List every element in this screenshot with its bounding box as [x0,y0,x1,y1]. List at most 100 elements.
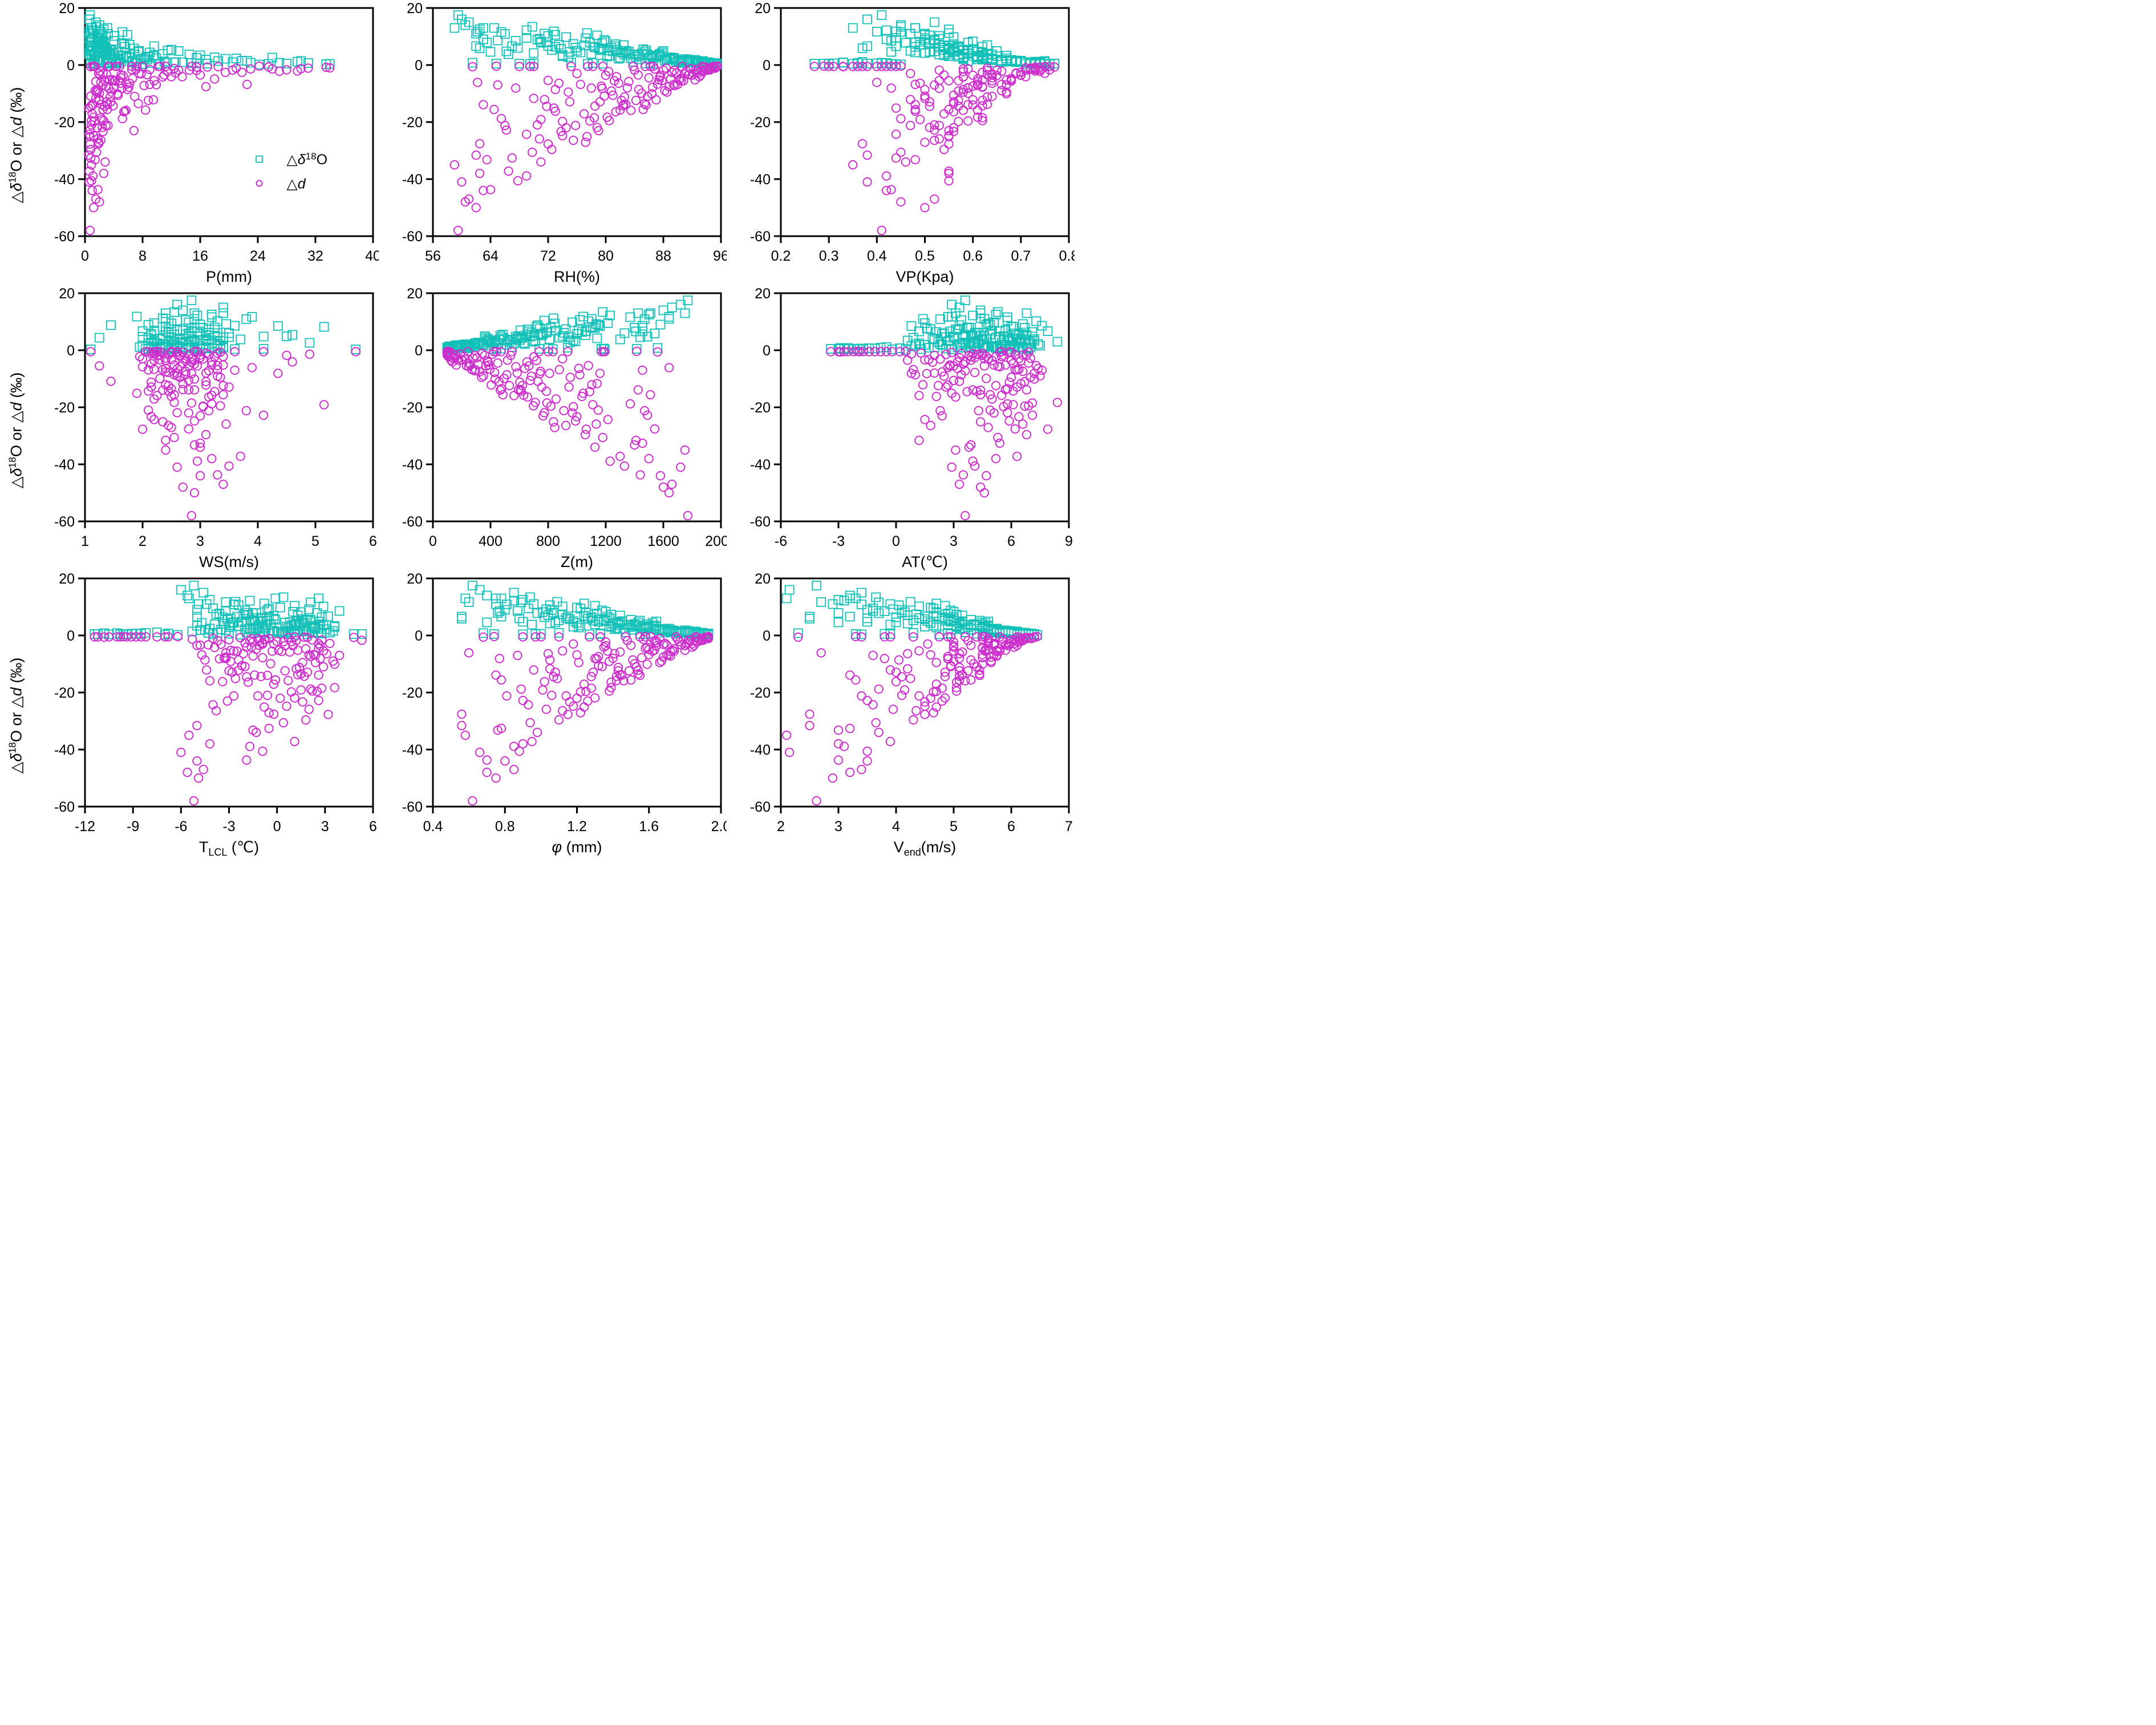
deltad-point [978,634,987,645]
delta18O-point [978,55,987,64]
delta18O-point [542,327,552,337]
delta18O-point [184,593,194,604]
deltad-point [929,708,938,718]
deltad-point [593,405,603,415]
deltad-point [542,102,552,111]
deltad-point [155,374,165,383]
deltad-point [293,66,302,76]
delta18O-point [192,605,202,615]
deltad-point [930,194,939,204]
deltad-point [159,70,169,80]
deltad-point [939,144,949,155]
delta18O-point [275,602,285,613]
deltad-point [137,354,148,364]
delta18O-point [576,47,586,58]
deltad-point [551,394,561,404]
delta18O-point [935,314,945,324]
deltad-point [237,67,247,78]
delta18O-point [645,308,655,318]
deltad-point [857,62,868,71]
delta18O-point [330,621,340,631]
delta18O-point [1035,341,1045,351]
delta18O-point [611,39,621,49]
y-tick-label: -20 [402,400,423,416]
delta18O-point [1023,344,1034,354]
deltad-point [85,139,95,149]
deltad-point [833,755,844,765]
deltad-point [605,456,615,466]
y-axis-ticks: 200-20-40-60 [54,2,85,245]
deltad-point [944,76,954,86]
deltad-point [598,432,607,443]
delta18O-point [530,629,541,639]
delta18O-point [905,597,915,607]
y-tick-label: -40 [402,172,423,188]
deltad-point [221,419,231,429]
deltad-point [946,632,956,642]
deltad-point [1052,398,1062,407]
deltad-point [896,147,906,157]
delta18O-point [449,23,460,33]
deltad-point [655,71,666,80]
delta18O-point [637,622,647,633]
deltad-point [1002,75,1011,85]
deltad-point [862,150,872,160]
deltad-point [676,74,686,83]
deltad-point [96,113,106,123]
delta18O-point [237,56,247,66]
delta18O-point [258,331,269,342]
deltad-point [683,638,694,648]
scatter-plot-z: 0400800120016002000200-20-40-60Z(m) [402,288,727,570]
delta18O-point [540,315,549,326]
deltad-point [187,511,197,521]
delta18O-point [163,46,173,55]
delta18O-point [198,588,209,598]
deltad-point [1014,412,1024,422]
deltad-point [632,346,642,357]
deltad-point [613,662,623,673]
deltad-point [857,632,866,642]
delta18O-point [241,627,252,638]
deltad-point [471,150,481,160]
deltad-point [92,87,102,97]
delta18O-point [529,48,539,58]
y-tick-label: -40 [750,172,771,188]
deltad-point [490,374,500,384]
deltad-point [947,462,957,472]
deltad-point [264,723,274,734]
delta18O-point [169,58,179,67]
deltad-point [570,120,581,131]
delta18O-point [537,330,547,341]
y-axis-label: △δ18O or △d (‰) [1,573,31,858]
deltad-point [464,194,474,204]
deltad-point [158,417,168,427]
deltad-point [943,651,953,662]
deltad-point [897,672,907,682]
deltad-point [151,80,161,90]
deltad-point [545,655,555,665]
y-tick-label: -40 [54,742,75,758]
deltad-point [1021,63,1031,73]
deltad-point [934,83,944,94]
deltad-point [213,635,223,646]
y-tick-label: 20 [59,573,75,587]
delta18O-point [1011,55,1021,66]
delta18O-point [302,629,313,639]
deltad-point [161,435,171,446]
deltad-point [232,646,242,656]
deltad-point [198,764,208,775]
x-axis-title: Vend(m/s) [894,839,957,858]
deltad-point [510,83,521,93]
deltad-point [914,391,924,400]
x-axis-ticks: 0.40.81.21.62.0 [423,807,727,835]
deltad-point [915,78,925,88]
deltad-point [943,632,953,642]
deltad-point [460,730,471,740]
y-axis-label: △δ18O or △d (‰) [1,2,31,288]
delta18O-point [167,318,176,329]
delta18O-point [472,27,483,37]
delta18O-point [619,328,630,338]
deltad-point [565,697,575,707]
